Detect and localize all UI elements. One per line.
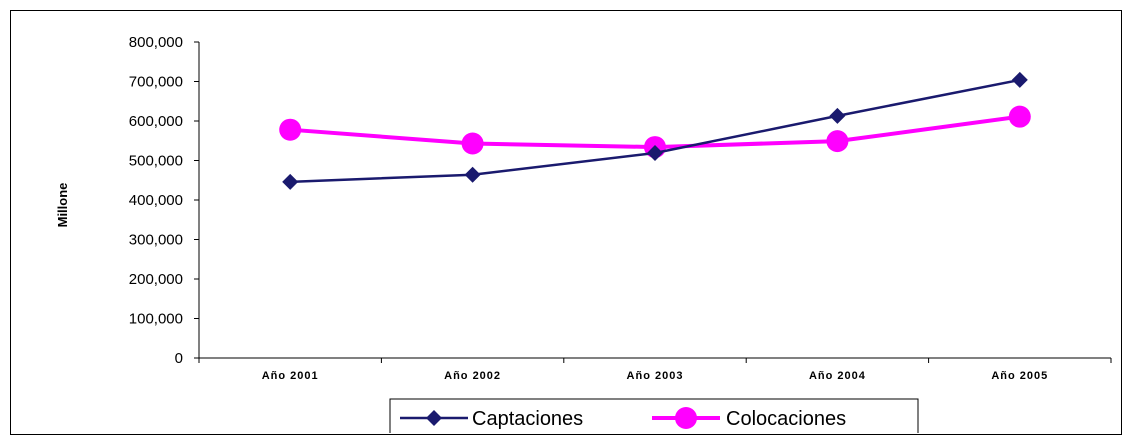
y-tick-label: 0 bbox=[175, 350, 183, 367]
series-layer bbox=[279, 72, 1031, 190]
y-axis-title: Millone bbox=[55, 183, 70, 228]
legend-label: Colocaciones bbox=[726, 408, 846, 430]
data-point bbox=[1009, 106, 1031, 128]
legend: Captaciones Colocaciones bbox=[390, 399, 918, 433]
y-tick-label: 500,000 bbox=[129, 153, 183, 170]
data-point bbox=[282, 174, 298, 190]
data-point bbox=[1012, 72, 1028, 88]
y-tick-label: 300,000 bbox=[129, 232, 183, 249]
y-tick-label: 600,000 bbox=[129, 113, 183, 130]
x-tick-label: Año 2005 bbox=[991, 370, 1048, 382]
y-tick-label: 100,000 bbox=[129, 311, 183, 328]
y-axis: 0 100,000 200,000 300,000 400,000 500,000 600,… bbox=[129, 34, 199, 367]
data-point bbox=[465, 167, 481, 183]
legend-label: Captaciones bbox=[472, 408, 583, 430]
y-tick-label: 400,000 bbox=[129, 192, 183, 209]
x-tick-label: Año 2001 bbox=[262, 370, 319, 382]
data-point bbox=[829, 108, 845, 124]
y-tick-label: 700,000 bbox=[129, 74, 183, 91]
data-point bbox=[462, 133, 484, 155]
data-point bbox=[826, 130, 848, 152]
legend-swatch-marker bbox=[675, 407, 697, 429]
x-tick-label: Año 2002 bbox=[444, 370, 501, 382]
x-tick-label: Año 2003 bbox=[627, 370, 684, 382]
y-tick-label: 200,000 bbox=[129, 271, 183, 288]
y-tick-label: 800,000 bbox=[129, 34, 183, 51]
x-tick-label: Año 2004 bbox=[809, 370, 866, 382]
x-axis: Año 2001 Año 2002 Año 2003 Año 2004 Año 2005 bbox=[199, 358, 1111, 382]
data-point bbox=[279, 119, 301, 141]
